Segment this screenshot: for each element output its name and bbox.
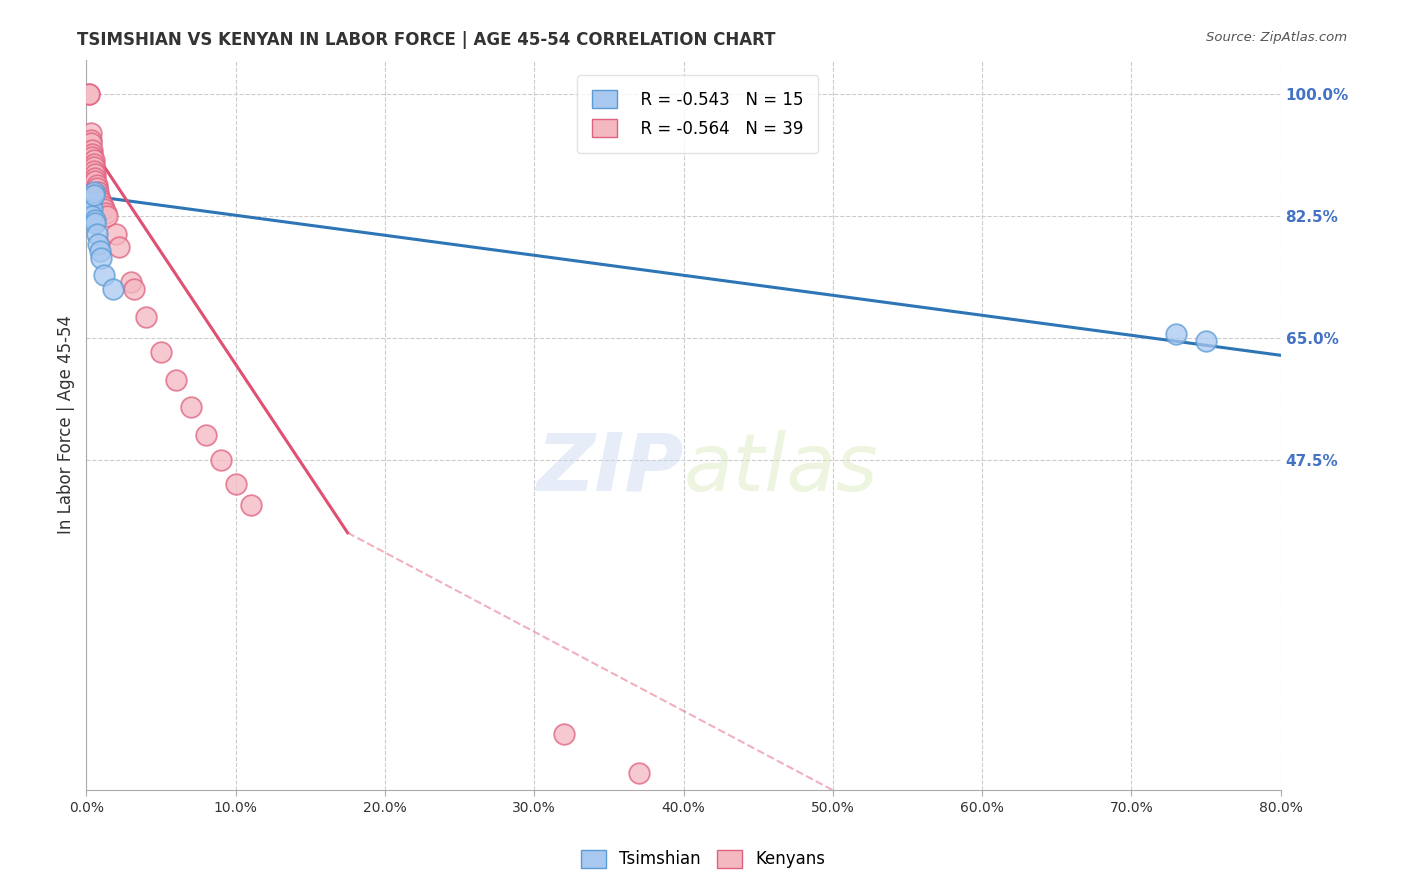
Point: [82, 150, 104, 164]
Point: [89, 244, 111, 258]
Point: [89, 192, 111, 206]
Point: [101, 282, 124, 296]
Point: [180, 401, 202, 415]
Point: [84, 216, 107, 230]
Point: [93, 202, 115, 217]
Point: [87, 188, 110, 202]
Point: [93, 268, 115, 283]
Point: [135, 310, 157, 324]
Point: [1195, 334, 1218, 349]
Point: [80, 136, 103, 150]
Point: [122, 282, 145, 296]
Point: [86, 181, 108, 195]
Legend:   R = -0.543   N = 15,   R = -0.564   N = 39: R = -0.543 N = 15, R = -0.564 N = 39: [576, 75, 818, 153]
Point: [82, 209, 104, 223]
Point: [149, 344, 172, 359]
Point: [91, 199, 114, 213]
Point: [80, 195, 103, 210]
Point: [82, 202, 104, 217]
Point: [225, 477, 247, 491]
Point: [239, 498, 262, 512]
Point: [83, 188, 105, 202]
Point: [80, 126, 103, 140]
Point: [77, 87, 100, 102]
Point: [84, 174, 107, 188]
Point: [90, 251, 112, 265]
Point: [86, 178, 108, 192]
Point: [96, 209, 118, 223]
Point: [86, 227, 108, 241]
Point: [553, 727, 575, 741]
Point: [84, 212, 107, 227]
Text: Source: ZipAtlas.com: Source: ZipAtlas.com: [1206, 31, 1347, 45]
Point: [83, 185, 105, 199]
Text: TSIMSHIAN VS KENYAN IN LABOR FORCE | AGE 45-54 CORRELATION CHART: TSIMSHIAN VS KENYAN IN LABOR FORCE | AGE…: [77, 31, 776, 49]
Point: [83, 164, 105, 178]
Point: [627, 765, 650, 780]
Point: [84, 170, 107, 185]
Point: [82, 143, 104, 157]
Point: [105, 227, 128, 241]
Point: [90, 195, 112, 210]
Point: [87, 237, 110, 252]
Point: [108, 240, 131, 254]
Point: [165, 373, 187, 387]
Point: [82, 146, 104, 161]
Point: [87, 185, 110, 199]
Y-axis label: In Labor Force | Age 45-54: In Labor Force | Age 45-54: [58, 316, 75, 534]
Point: [77, 87, 100, 102]
Point: [83, 157, 105, 171]
Point: [1166, 327, 1188, 342]
Text: ZIP: ZIP: [536, 430, 683, 508]
Point: [83, 161, 105, 175]
Point: [94, 205, 117, 219]
Point: [194, 428, 217, 442]
Point: [209, 452, 232, 467]
Point: [84, 168, 107, 182]
Legend: Tsimshian, Kenyans: Tsimshian, Kenyans: [572, 841, 834, 877]
Text: atlas: atlas: [683, 430, 879, 508]
Point: [80, 133, 103, 147]
Point: [83, 153, 105, 168]
Point: [120, 275, 142, 289]
